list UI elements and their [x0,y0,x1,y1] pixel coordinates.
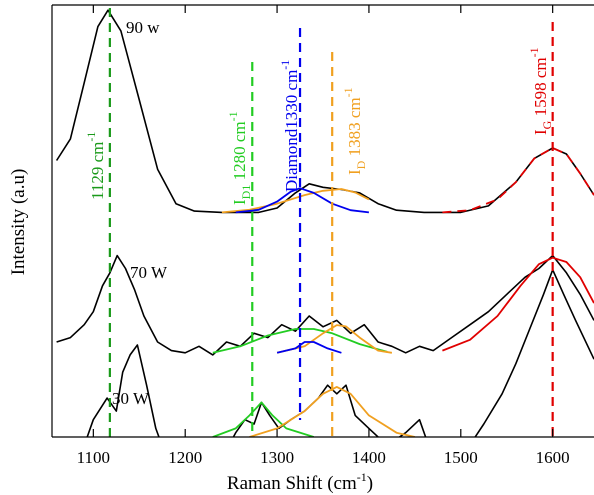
annotation-sub: G [540,120,554,129]
fit-line [442,147,594,214]
x-tick-label: 1500 [444,448,478,467]
spectrum-line [56,254,594,356]
annotation-sup: -1 [84,132,98,142]
y-axis-label: Intensity (a.u) [8,169,29,276]
fit-line [276,324,393,354]
peak-annotation: 1129 cm-1 [84,132,107,200]
plot-area [55,8,594,437]
annotation-text: Diamond1330 cm [282,70,301,192]
annotation-text: 1280 cm [230,121,249,184]
x-tick-label: 1600 [536,448,570,467]
annotation-main: I [230,199,249,205]
fit-line [212,401,315,437]
annotation-text: 1598 cm [531,57,550,120]
fit-line [212,328,388,354]
annotation-sub: D1 [239,185,253,200]
annotation-main: I [345,169,364,175]
x-tick-label: 1300 [260,448,294,467]
annotation-main: I [531,129,550,135]
axes-frame [51,4,594,438]
x-tick-label: 1100 [77,448,110,467]
x-label-sup: -1 [357,470,367,484]
peak-annotation: ID 1383 cm-1 [341,87,368,175]
peak-annotation: Diamond1330 cm-1 [278,60,301,192]
annotation-text: 1383 cm [345,97,364,160]
spectrum-line [55,9,594,214]
fit-line [235,187,370,214]
x-label-end: ) [367,473,373,494]
annotation-sup: -1 [341,87,355,97]
x-label-text: Raman Shift (cm [227,473,357,494]
annotation-text: 1129 cm [88,142,107,200]
series-label: 90 w [126,18,160,37]
series-label: 30 W [112,389,150,408]
fit-line [442,256,594,352]
series-label: 70 W [130,263,168,282]
x-tick-label: 1200 [168,448,202,467]
x-tick-label: 1400 [352,448,386,467]
annotation-sub: D [354,160,368,169]
annotation-sup: -1 [278,60,292,70]
peak-annotation: ID1 1280 cm-1 [226,111,253,205]
fit-line [249,386,416,437]
annotation-sup: -1 [226,111,240,121]
annotation-sup: -1 [527,47,541,57]
peak-annotation: IG 1598 cm-1 [527,47,554,135]
x-axis-label: Raman Shift (cm-1) [227,470,373,494]
fit-line [276,341,342,354]
spectrum-line [86,269,594,437]
